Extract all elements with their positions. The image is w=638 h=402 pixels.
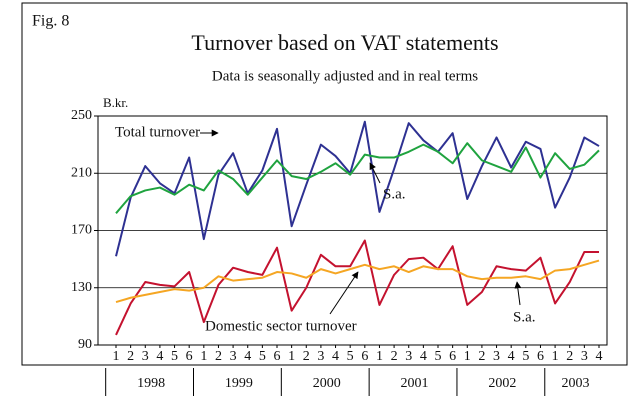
chart-title: Turnover based on VAT statements [191, 30, 498, 55]
x-tick-label: 5 [522, 349, 529, 364]
year-label: 2000 [313, 376, 341, 391]
x-tick-label: 3 [230, 349, 237, 364]
x-tick-label: 3 [493, 349, 500, 364]
x-tick-label: 6 [274, 349, 281, 364]
x-tick-label: 1 [288, 349, 295, 364]
x-tick-label: 2 [127, 349, 134, 364]
x-tick-label: 6 [537, 349, 544, 364]
x-tick-label: 6 [361, 349, 368, 364]
annotation-arrow [329, 271, 359, 315]
x-tick-label: 1 [113, 349, 120, 364]
x-tick-label: 4 [508, 349, 515, 364]
x-tick-label: 4 [244, 349, 251, 364]
x-tick-label: 2 [391, 349, 398, 364]
year-label: 2001 [401, 376, 429, 391]
x-tick-label: 4 [332, 349, 339, 364]
x-tick-label: 3 [317, 349, 324, 364]
y-tick-label: 210 [71, 165, 92, 180]
y-tick-label: 250 [71, 108, 92, 123]
x-tick-label: 5 [259, 349, 266, 364]
series-label: S.a. [513, 309, 536, 325]
series-line [115, 120, 600, 257]
year-label: 2003 [562, 376, 590, 391]
x-tick-label: 1 [376, 349, 383, 364]
x-tick-label: 4 [420, 349, 427, 364]
x-tick-label: 2 [478, 349, 485, 364]
series-line [115, 239, 599, 336]
x-tick-label: 3 [142, 349, 149, 364]
series-label: Total turnover [115, 124, 200, 140]
series-line [115, 259, 600, 304]
x-tick-label: 3 [405, 349, 412, 364]
year-label: 1998 [137, 376, 165, 391]
x-tick-label: 1 [200, 349, 207, 364]
x-tick-label: 2 [215, 349, 222, 364]
x-tick-label: 5 [171, 349, 178, 364]
year-label: 1999 [225, 376, 253, 391]
annotation-arrow [369, 162, 381, 184]
x-tick-label: 1 [464, 349, 471, 364]
annotation-arrow [514, 281, 522, 306]
x-tick-label: 4 [596, 349, 603, 364]
y-axis-label: B.kr. [103, 95, 128, 110]
frame [21, 2, 628, 366]
x-tick-label: 6 [449, 349, 456, 364]
x-tick-label: 2 [303, 349, 310, 364]
y-tick-label: 90 [78, 337, 92, 352]
x-tick-label: 6 [186, 349, 193, 364]
year-label: 2002 [488, 376, 516, 391]
x-tick-label: 4 [156, 349, 163, 364]
series-label: Domestic sector turnover [205, 318, 357, 334]
figure-label: Fig. 8 [32, 13, 69, 30]
series-line [115, 142, 600, 214]
x-tick-label: 5 [347, 349, 354, 364]
plot-area [97, 115, 608, 346]
x-tick-label: 5 [435, 349, 442, 364]
chart-subtitle: Data is seasonally adjusted and in real … [212, 68, 478, 84]
x-tick-label: 2 [566, 349, 573, 364]
y-tick-label: 130 [71, 280, 92, 295]
series-label: S.a. [383, 186, 406, 202]
x-tick-label: 1 [552, 349, 559, 364]
y-tick-label: 170 [71, 223, 92, 238]
x-tick-label: 3 [581, 349, 588, 364]
